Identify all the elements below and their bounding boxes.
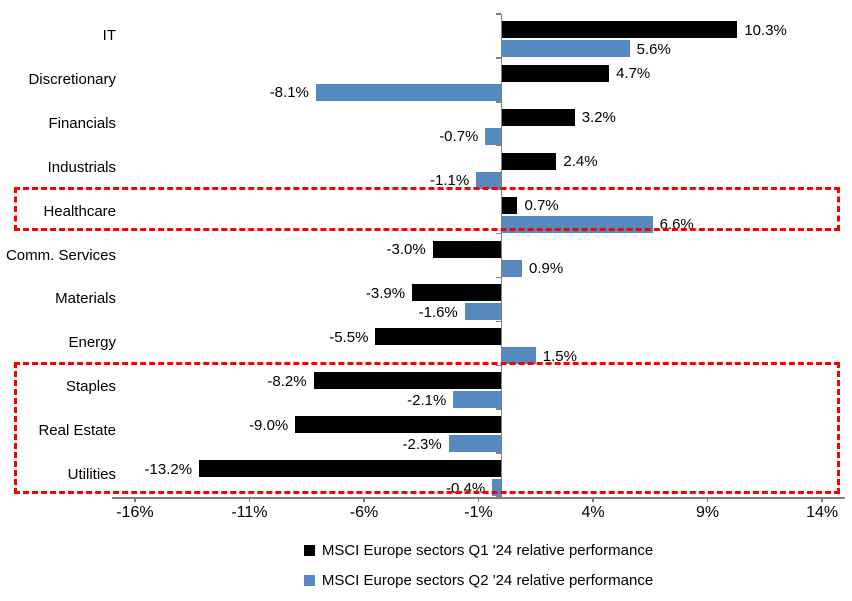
legend-swatch-q2-icon [303, 574, 315, 586]
legend-label-q2: MSCI Europe sectors Q2 '24 relative perf… [321, 571, 654, 589]
bar-q1 [501, 108, 575, 126]
category-axis-tick [495, 232, 501, 235]
x-axis-tick [477, 497, 480, 502]
category-label-comm-services: Comm. Services [5, 246, 116, 264]
bar-q2 [485, 127, 502, 145]
category-axis-tick [495, 144, 501, 147]
value-label: 0.9% [529, 260, 564, 278]
bar-q1 [313, 372, 502, 390]
bar-q1 [501, 21, 738, 38]
category-axis-tick [495, 364, 501, 367]
x-axis-tick [248, 497, 251, 502]
bar-q2 [464, 303, 502, 321]
bar-q2 [501, 259, 523, 277]
legend-label-q1: MSCI Europe sectors Q1 '24 relative perf… [321, 541, 654, 559]
category-axis-tick [495, 496, 501, 498]
bar-q2 [492, 479, 502, 497]
legend: MSCI Europe sectors Q1 '24 relative perf… [112, 535, 845, 595]
category-label-industrials: Industrials [47, 158, 116, 176]
category-axis-tick [495, 101, 501, 103]
value-label: -13.2% [144, 460, 193, 478]
category-label-it: IT [102, 27, 116, 44]
bar-q2 [453, 391, 502, 409]
value-label: -8.1% [269, 84, 309, 102]
x-axis-tick-label: -1% [464, 504, 493, 521]
category-label-real-estate: Real Estate [38, 422, 116, 440]
category-label-materials: Materials [55, 290, 116, 308]
x-axis-tick-label: -16% [116, 504, 154, 521]
value-label: 4.7% [616, 65, 651, 83]
bar-q1 [412, 284, 502, 302]
category-label-discretionary: Discretionary [28, 70, 116, 88]
category-label-financials: Financials [48, 114, 116, 132]
value-label: -0.4% [446, 479, 486, 497]
value-label: -1.1% [430, 172, 470, 190]
bar-q2 [501, 215, 653, 233]
bar-q2 [476, 171, 502, 189]
category-axis-tick [495, 320, 501, 323]
x-axis-tick-label: 4% [581, 504, 605, 521]
x-axis-tick-label: 9% [696, 504, 720, 521]
legend-item-q2: MSCI Europe sectors Q2 '24 relative perf… [303, 565, 654, 595]
bar-q1 [375, 328, 502, 346]
x-axis-tick-label: 14% [806, 504, 839, 521]
value-label: -2.3% [402, 435, 442, 453]
bar-q1 [501, 64, 610, 82]
category-axis-tick [495, 452, 501, 454]
value-label: -5.5% [329, 328, 369, 346]
value-label: -2.1% [407, 391, 447, 409]
value-label: 0.7% [524, 197, 559, 215]
category-axis-tick [495, 188, 501, 191]
bar-q1 [295, 416, 502, 434]
bar-q2 [315, 83, 502, 101]
x-axis-tick-label: -11% [231, 504, 268, 521]
value-label: 1.5% [542, 347, 577, 365]
category-axis-tick [495, 57, 501, 59]
value-label: -3.9% [365, 284, 406, 302]
value-label: 2.4% [563, 153, 598, 171]
x-axis-tick-label: -6% [349, 504, 379, 521]
category-label-staples: Staples [65, 378, 116, 396]
x-axis-tick [821, 497, 823, 502]
legend-item-q1: MSCI Europe sectors Q1 '24 relative perf… [303, 535, 654, 565]
value-label: -8.2% [267, 372, 307, 390]
category-axis-line [500, 14, 503, 497]
x-axis-tick [592, 497, 594, 502]
category-label-utilities: Utilities [67, 466, 116, 484]
category-axis-tick [495, 13, 501, 15]
bar-q1 [432, 240, 502, 258]
value-label: 3.2% [581, 109, 616, 127]
bar-q2 [501, 40, 630, 57]
legend-swatch-q1-icon [303, 544, 315, 556]
x-axis-tick [363, 497, 365, 502]
bar-q1 [199, 460, 502, 478]
highlight-box-1 [14, 186, 840, 231]
category-axis-tick [495, 408, 501, 410]
bar-q2 [501, 347, 536, 365]
value-label: -3.0% [386, 241, 426, 259]
value-label: 10.3% [744, 21, 787, 39]
value-label: -1.6% [418, 303, 458, 321]
category-axis-tick [495, 276, 501, 279]
value-label: 6.6% [659, 216, 694, 234]
category-label-energy: Energy [68, 334, 116, 352]
value-label: -0.7% [439, 128, 479, 146]
value-label: 5.6% [636, 40, 671, 58]
bar-q1 [501, 196, 518, 214]
category-label-healthcare: Healthcare [43, 202, 116, 220]
bar-q1 [501, 152, 557, 170]
x-axis-tick [706, 497, 709, 502]
value-label: -9.0% [249, 416, 289, 434]
bar-q2 [448, 435, 502, 453]
x-axis-tick [134, 497, 136, 502]
